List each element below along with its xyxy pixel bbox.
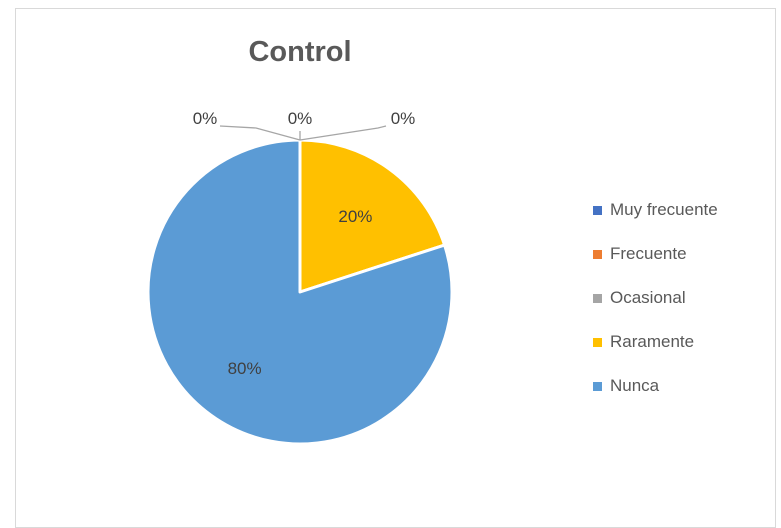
data-label-frecuente: 0% — [288, 109, 313, 128]
pie-slices — [146, 138, 454, 446]
slice-nunca — [146, 138, 454, 446]
legend-item-frecuente: Frecuente — [593, 232, 718, 276]
data-label-nunca: 80% — [228, 359, 262, 378]
legend-label-ocasional: Ocasional — [610, 288, 686, 307]
data-label-muy-frecuente: 0% — [193, 109, 218, 128]
legend-swatch-ocasional — [593, 293, 602, 303]
data-labels: 0% 0% 0% 20% 80% — [193, 109, 416, 378]
legend-swatch-raramente — [593, 337, 602, 347]
legend-label-muy-frecuente: Muy frecuente — [610, 200, 718, 219]
legend-label-nunca: Nunca — [610, 376, 660, 395]
legend-item-ocasional: Ocasional — [593, 276, 718, 320]
data-label-raramente: 20% — [338, 207, 372, 226]
leader-lines — [219, 125, 387, 141]
legend-swatch-nunca — [593, 381, 602, 391]
slice-raramente — [298, 138, 447, 294]
legend-item-muy-frecuente: Muy frecuente — [593, 188, 718, 232]
legend-swatch-frecuente — [593, 249, 602, 259]
legend: Muy frecuente Frecuente Ocasional Rarame… — [593, 188, 718, 408]
legend-label-frecuente: Frecuente — [610, 244, 687, 263]
legend-label-raramente: Raramente — [610, 332, 695, 351]
legend-swatch-muy-frecuente — [593, 205, 602, 215]
pie-chart: 0% 0% 0% 20% 80% — [146, 109, 454, 446]
leader-line-muy-frecuente — [219, 125, 301, 141]
leader-line-ocasional — [299, 125, 387, 141]
data-label-ocasional: 0% — [391, 109, 416, 128]
chart-title: Control — [248, 36, 352, 68]
legend-item-raramente: Raramente — [593, 320, 718, 364]
legend-item-nunca: Nunca — [593, 364, 718, 408]
